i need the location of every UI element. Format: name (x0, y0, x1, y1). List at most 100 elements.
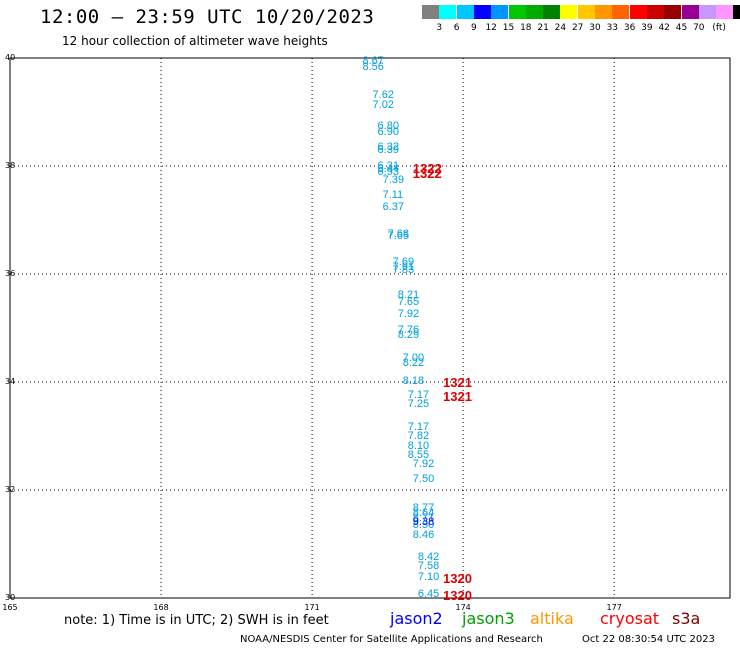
wave-height-value: 7.17 (407, 420, 430, 433)
legend-tick-label: 24 (554, 23, 567, 33)
legend-tick-label: 27 (571, 23, 584, 33)
legend-swatch (612, 5, 630, 19)
wave-height-value: 8.21 (397, 289, 420, 302)
legend-swatch (525, 5, 543, 19)
pass-time-label: 1320 (443, 587, 472, 603)
timestamp-text: Oct 22 08:30:54 UTC 2023 (582, 634, 715, 645)
wave-height-value: 8.77 (412, 502, 435, 515)
wave-height-value: 6.80 (377, 119, 399, 132)
legend-tick-label: 30 (589, 23, 601, 33)
legend-tick-label: 70 (693, 23, 705, 33)
latitude-label: 34 (5, 377, 16, 386)
wave-height-value: 6.93 (377, 166, 399, 179)
legend-swatch (646, 5, 664, 19)
pass-time-label: 1321 (443, 375, 472, 390)
wave-height-value: 8.55 (407, 448, 430, 461)
map-title: 12:00 – 23:59 UTC 10/20/2023 (40, 6, 375, 28)
legend-tick-label: 3 (436, 23, 443, 33)
wave-height-value: 7.62 (372, 88, 394, 101)
longitude-label: 168 (153, 603, 169, 612)
legend-tick-label: 42 (658, 23, 670, 33)
legend-tick-label: 15 (502, 23, 515, 33)
legend-unit: (ft) (712, 23, 726, 33)
wave-height-value: 7.25 (407, 397, 430, 410)
wave-height-value: 7.92 (397, 307, 420, 320)
legend-swatch (508, 5, 526, 19)
wave-height-value: 6.39 (377, 143, 399, 156)
wave-height-value: 6.44 (377, 162, 399, 175)
legend-swatch (733, 5, 740, 19)
pass-time-label: 1322 (412, 160, 442, 176)
latitude-label: 38 (5, 161, 16, 170)
legend-swatch (491, 5, 509, 19)
wave-height-value: 7.11 (382, 188, 404, 201)
map-frame (9, 57, 731, 599)
wave-height-value: 8.64 (412, 507, 435, 520)
legend-swatch (560, 5, 578, 19)
wave-height-value: 8.29 (397, 328, 420, 341)
legend-tick-label: 36 (623, 23, 636, 33)
latitude-label: 36 (5, 269, 16, 278)
legend-swatch (422, 5, 439, 19)
legend-tick-label: 39 (641, 23, 653, 33)
wave-height-value: 8.50 (412, 518, 435, 531)
map-subtitle: 12 hour collection of altimeter wave hei… (62, 34, 328, 48)
wave-height-value: 6.31 (377, 159, 399, 172)
wave-height-value: 7.10 (417, 571, 440, 584)
satellite-name-jason2: jason2 (390, 609, 443, 628)
wave-height-value: 7.39 (382, 174, 404, 187)
credit-text: NOAA/NESDIS Center for Satellite Applica… (240, 634, 543, 645)
gridlines (10, 58, 730, 598)
longitude-label: 174 (455, 603, 471, 612)
wave-height-value: 7.50 (412, 473, 435, 486)
pass-time-label: 1320 (443, 571, 472, 587)
legend-tick-label: 45 (675, 23, 688, 33)
legend-swatch (595, 5, 612, 19)
wave-height-value: 7.00 (402, 351, 425, 364)
legend-swatch (698, 5, 716, 19)
satellite-name-cryosat: cryosat (600, 609, 660, 628)
wave-height-value: 7.76 (397, 323, 420, 336)
wave-height-value: 7.69 (392, 255, 415, 268)
wave-height-value: 7.02 (372, 98, 394, 111)
wave-height-value: 7.17 (407, 389, 430, 402)
wave-height-value: 7.91 (392, 260, 415, 273)
legend-tick-label: 21 (537, 23, 549, 33)
wave-height-value: 8.22 (402, 356, 425, 369)
wave-height-value: 7.68 (387, 227, 410, 240)
wave-height-value: 8.42 (417, 551, 440, 564)
legend-swatch (456, 5, 474, 19)
longitude-label: 171 (304, 603, 320, 612)
legend-swatch (629, 5, 647, 19)
wave-height-value: 7.92 (412, 457, 435, 470)
wave-height-value: 6.90 (377, 125, 399, 138)
legend-swatch (577, 5, 595, 19)
wave-height-value: 8.46 (412, 529, 435, 542)
wave-height-value: 7.65 (387, 230, 410, 243)
wave-height-value: 9.38 (412, 516, 435, 529)
latitude-label: 30 (5, 593, 16, 602)
pass-time-label: 1322 (412, 166, 442, 182)
legend-swatch (543, 5, 561, 19)
wave-height-value: 7.58 (417, 559, 440, 572)
legend-swatch (473, 5, 491, 19)
legend-swatch (716, 5, 734, 19)
wave-height-value: 8.67 (362, 54, 384, 67)
satellite-name-jason3: jason3 (462, 609, 515, 628)
wave-height-value: 6.45 (417, 587, 440, 600)
wave-height-value: 8.18 (402, 375, 425, 387)
wave-height-value: 7.82 (407, 429, 430, 442)
wave-height-value: 7.65 (397, 295, 420, 308)
legend-tick-label: 12 (485, 23, 497, 33)
footnote: note: 1) Time is in UTC; 2) SWH is in fe… (64, 613, 329, 628)
wave-height-value: 6.32 (377, 140, 399, 153)
legend-swatch (439, 5, 457, 19)
satellite-name-s3a: s3a (672, 609, 701, 628)
wave-height-value: 8.56 (362, 60, 384, 73)
wave-height-value: 7.83 (392, 263, 415, 276)
longitude-label: 177 (606, 603, 622, 612)
legend-swatch (664, 5, 682, 19)
legend-tick-label: 6 (453, 23, 460, 33)
legend-tick-label: 9 (471, 23, 477, 33)
